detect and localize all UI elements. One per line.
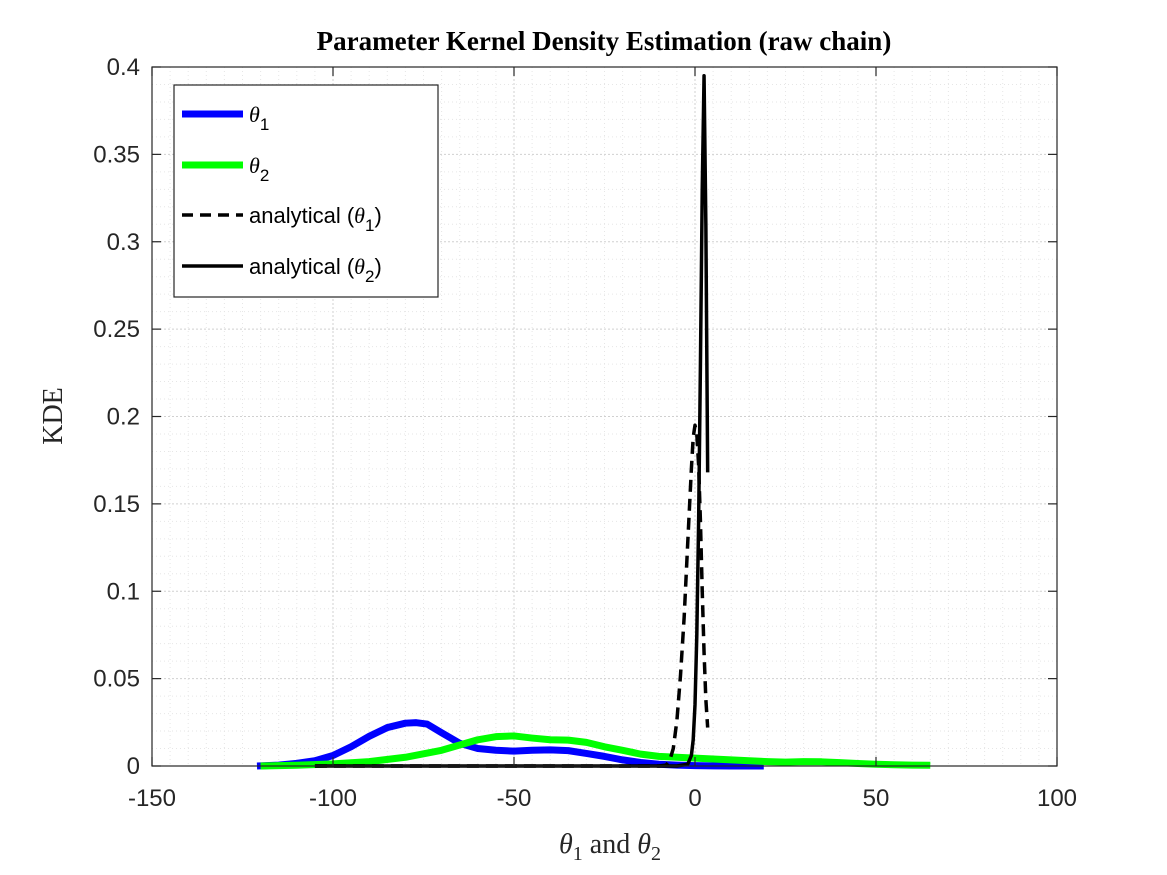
y-tick-label: 0.05 [93,666,140,693]
legend-text-part: 1 [260,115,269,134]
x-tick-label: -50 [497,785,532,812]
legend-text-part: 2 [260,166,269,185]
series-line-2 [260,732,931,770]
legend-box [173,84,439,298]
series-line-3 [314,423,710,768]
x-tick-label: -100 [309,785,357,812]
x-tick-label: 0 [688,785,701,812]
legend-label-1: θ1 [249,102,269,134]
x-axis-sub-1: 1 [573,843,583,865]
legend-text-part: θ [354,254,365,279]
legend-text-part: 2 [365,267,374,286]
legend-text-part: analytical ( [249,203,355,228]
y-tick-label: 0 [127,753,140,780]
y-tick-label: 0.25 [93,316,140,343]
x-axis-symbol-2: θ [637,829,651,860]
y-tick-label: 0.2 [107,404,140,431]
legend-text-part: θ [354,203,365,228]
y-tick-label: 0.4 [107,54,140,81]
y-tick-label: 0.35 [93,141,140,168]
y-tick-label: 0.15 [93,491,140,518]
legend-text-part: θ [249,102,260,127]
y-tick-label: 0.3 [107,229,140,256]
x-tick-label: 100 [1037,785,1077,812]
legend-label-4: analytical (θ2) [249,254,382,286]
chart-title: Parameter Kernel Density Estimation (raw… [317,26,892,56]
x-axis-connector: and [583,829,637,860]
legend-text-part: ) [374,254,381,279]
y-axis-label: KDE [38,387,69,445]
x-axis-sub-2: 2 [651,843,661,865]
legend-text-part: 1 [365,216,374,235]
legend-text-part: ) [374,203,381,228]
y-tick-label: 0.1 [107,578,140,605]
legend-label-3: analytical (θ1) [249,203,382,235]
x-axis-symbol-1: θ [559,829,573,860]
legend-text-part: θ [249,153,260,178]
x-tick-label: -150 [128,785,176,812]
legend-text-part: analytical ( [249,254,355,279]
legend-label-2: θ2 [249,153,269,185]
x-tick-label: 50 [863,785,890,812]
x-axis-label: θ1 and θ2 [559,829,661,865]
